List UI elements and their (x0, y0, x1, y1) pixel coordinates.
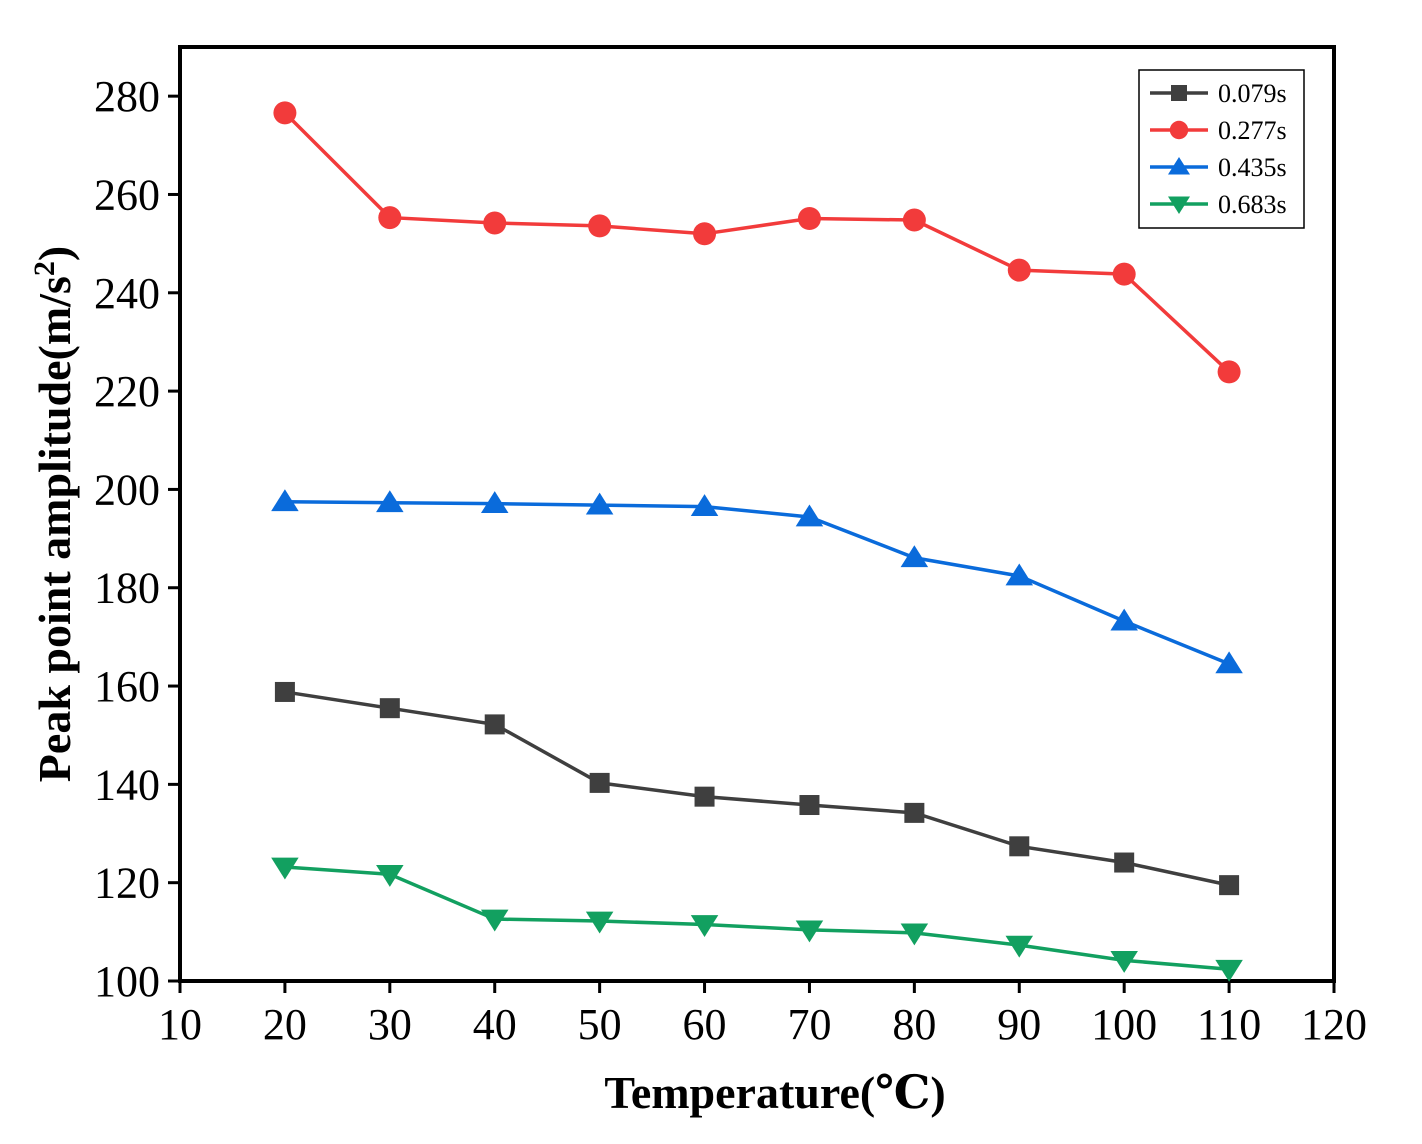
series-line (284, 690, 1230, 887)
data-point (1005, 563, 1034, 586)
data-point (484, 714, 505, 735)
x-tick-label: 20 (263, 1000, 307, 1049)
data-point (379, 698, 400, 719)
data-point (1215, 651, 1243, 674)
y-axis-title-superscript: 2 (28, 261, 61, 276)
y-axis-title-main: Peak point amplitude(m/s (29, 276, 80, 782)
y-tick-label: 260 (94, 170, 160, 219)
y-tick-label: 200 (94, 465, 160, 514)
legend-label: 0.683s (1218, 190, 1287, 219)
series-0.277s (273, 101, 1241, 384)
data-point (378, 206, 402, 230)
series-line (284, 865, 1230, 971)
x-tick-label: 90 (997, 1000, 1041, 1049)
data-point (1215, 959, 1243, 982)
legend-marker (1171, 85, 1187, 101)
y-tick-label: 120 (94, 859, 160, 908)
x-axis-title: Temperature(℃) (604, 1067, 945, 1118)
data-point (585, 492, 614, 515)
data-point (1219, 875, 1240, 896)
data-point (904, 802, 925, 823)
data-point (690, 915, 719, 937)
data-point (902, 208, 926, 232)
x-tick-label: 110 (1197, 1000, 1261, 1049)
data-point (480, 491, 509, 514)
data-point (480, 909, 509, 932)
legend-label: 0.079s (1218, 79, 1287, 108)
data-point (795, 504, 824, 527)
data-point (483, 211, 507, 235)
data-point (1217, 360, 1241, 384)
y-tick-label: 220 (94, 367, 160, 416)
y-tick-label: 240 (94, 269, 160, 318)
data-point (271, 489, 299, 512)
data-point (376, 490, 404, 513)
legend-label: 0.435s (1218, 153, 1287, 182)
series-0.435s (271, 489, 1243, 674)
data-point (900, 923, 929, 946)
legend-box (1138, 69, 1305, 229)
data-point (589, 772, 610, 793)
data-point (1114, 852, 1135, 873)
plot-area-frame (178, 45, 1336, 983)
data-point (1110, 608, 1138, 631)
legend-marker (1168, 196, 1190, 214)
data-point (1112, 262, 1136, 286)
data-point (1110, 950, 1138, 973)
legend-label: 0.277s (1218, 116, 1287, 145)
y-axis: 100 120 140 160 180 200 220 240 260 280 (94, 72, 180, 1006)
data-point (1005, 935, 1034, 958)
data-point (585, 911, 614, 934)
series-layer (271, 101, 1243, 982)
data-point (271, 857, 299, 880)
y-axis-title: Peak point amplitude(m/s2) (28, 246, 80, 782)
y-tick-label: 280 (94, 72, 160, 121)
x-tick-label: 40 (473, 1000, 517, 1049)
data-point (693, 222, 717, 246)
data-point (274, 681, 295, 702)
x-tick-label: 80 (892, 1000, 936, 1049)
data-point (797, 207, 821, 231)
y-tick-label: 140 (94, 760, 160, 809)
y-tick-label: 180 (94, 564, 160, 613)
series-line (283, 111, 1231, 374)
data-point (273, 101, 297, 125)
x-tick-label: 120 (1301, 1000, 1367, 1049)
data-point (690, 494, 719, 517)
y-tick-label: 160 (94, 662, 160, 711)
series-0.683s (271, 857, 1243, 982)
x-tick-label: 50 (578, 1000, 622, 1049)
legend-marker (1168, 157, 1190, 175)
data-point (694, 786, 715, 807)
data-point (1009, 836, 1030, 857)
data-point (588, 214, 612, 238)
x-axis: 10 20 30 40 50 60 70 80 90 100 110 120 (158, 981, 1367, 1049)
data-point (799, 795, 820, 816)
series-0.079s (274, 681, 1240, 896)
y-tick-label: 100 (94, 957, 160, 1006)
legend: 0.079s 0.277s 0.435s 0.683s (1138, 69, 1305, 229)
x-tick-label: 100 (1091, 1000, 1157, 1049)
legend-marker (1169, 120, 1189, 140)
x-tick-label: 10 (158, 1000, 202, 1049)
y-axis-title-close: ) (29, 246, 80, 261)
x-tick-label: 70 (787, 1000, 831, 1049)
x-tick-label: 30 (368, 1000, 412, 1049)
series-line (284, 499, 1230, 666)
data-point (1007, 258, 1031, 282)
data-point (900, 545, 929, 568)
x-tick-label: 60 (683, 1000, 727, 1049)
data-point (376, 864, 404, 887)
data-point (795, 920, 824, 943)
